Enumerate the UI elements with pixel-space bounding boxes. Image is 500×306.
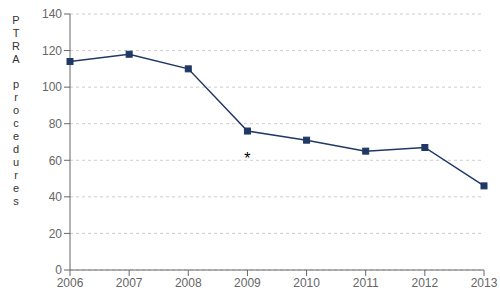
html-text:e: e — [12, 182, 20, 194]
svg-text:100: 100 — [42, 80, 62, 94]
svg-text:60: 60 — [49, 154, 63, 168]
svg-text:2013: 2013 — [471, 276, 492, 290]
html-text:s: s — [13, 195, 19, 207]
svg-text:2007: 2007 — [116, 276, 143, 290]
html-text:P: P — [12, 14, 20, 26]
html-text:r: r — [14, 169, 18, 181]
svg-text:*: * — [244, 150, 250, 167]
html-text:e: e — [12, 130, 20, 142]
svg-text:2006: 2006 — [57, 276, 84, 290]
html-text:o: o — [12, 104, 20, 116]
svg-text:2012: 2012 — [412, 276, 439, 290]
svg-text:2011: 2011 — [353, 276, 379, 290]
html-text:A: A — [12, 53, 20, 65]
html-text:R: R — [12, 40, 20, 52]
svg-text:2009: 2009 — [234, 276, 261, 290]
html-text:p: p — [12, 78, 20, 90]
html-text:d: d — [12, 143, 20, 155]
svg-text:40: 40 — [49, 190, 63, 204]
html-text:c: c — [13, 117, 19, 129]
html-text:u: u — [12, 156, 20, 168]
svg-text:120: 120 — [42, 44, 62, 58]
html-text:r: r — [14, 91, 18, 103]
svg-text:2008: 2008 — [175, 276, 202, 290]
svg-text:80: 80 — [49, 117, 63, 131]
svg-text:140: 140 — [42, 7, 62, 21]
svg-text:0: 0 — [55, 263, 62, 277]
svg-text:2010: 2010 — [293, 276, 320, 290]
svg-text:20: 20 — [49, 227, 63, 241]
html-text:T: T — [12, 27, 20, 39]
